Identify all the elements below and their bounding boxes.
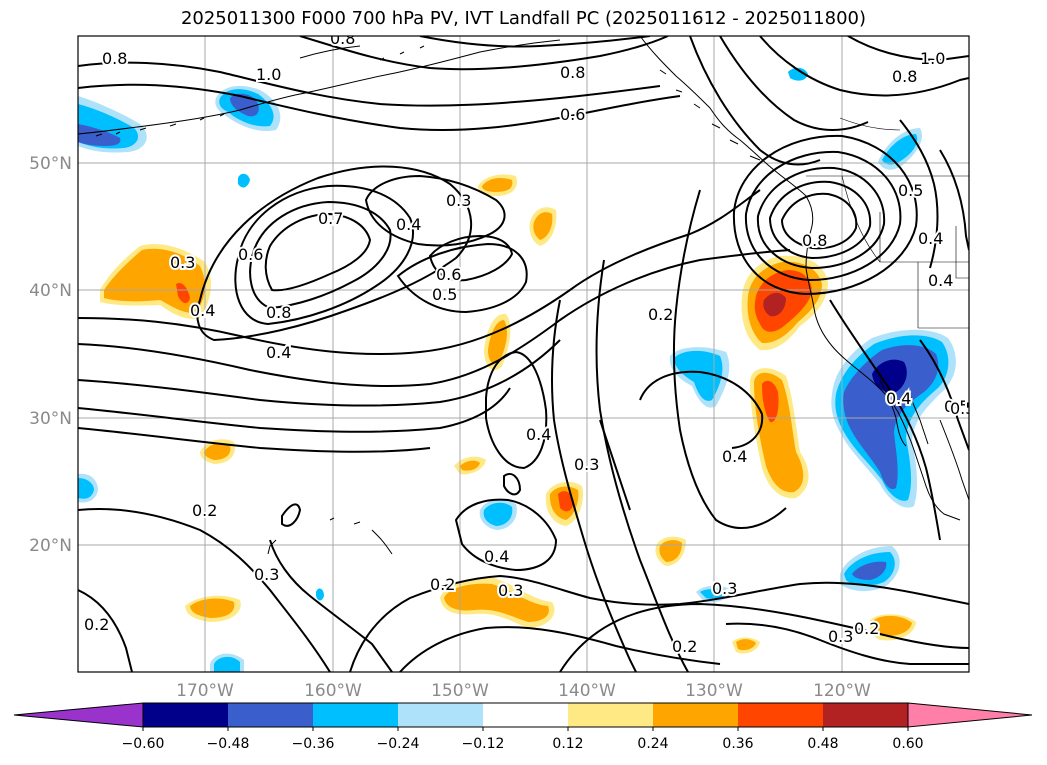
map-frame xyxy=(77,35,970,673)
contour-label: 0.3 xyxy=(828,627,853,646)
contour-label: 0.4 xyxy=(484,547,509,566)
contour-label: 0.4 xyxy=(266,343,291,362)
gridlines xyxy=(78,36,969,672)
contour-label: 0.8 xyxy=(266,303,291,322)
colorbar-segment xyxy=(738,703,823,727)
contour-label: 0.3 xyxy=(712,579,737,598)
contour-label: 0.3 xyxy=(170,253,195,272)
lat-label: 30°N xyxy=(29,409,72,429)
contour-label: 0.8 xyxy=(560,63,585,82)
lat-label: 50°N xyxy=(29,154,72,174)
contour-label: 0.2 xyxy=(192,501,217,520)
contour-label: 0.8 xyxy=(102,49,127,68)
contour-label: 0.3 xyxy=(254,565,279,584)
lon-label: 160°W xyxy=(304,681,362,701)
contour-label: 0.3 xyxy=(446,191,471,210)
colorbar-segment xyxy=(823,703,908,727)
contour-label: 0.5 xyxy=(950,399,975,418)
colorbar-extend-min xyxy=(13,702,144,728)
contour-label: 0.4 xyxy=(722,447,747,466)
contour-label: 0.2 xyxy=(84,615,109,634)
colorbar-tick-label: 0.12 xyxy=(552,736,583,752)
colorbar-segment xyxy=(653,703,738,727)
colorbar-segment xyxy=(228,703,313,727)
contour-label: 0.8 xyxy=(330,29,355,48)
contour-label: 0.3 xyxy=(498,581,523,600)
colorbar-tick-label: 0.60 xyxy=(892,736,923,752)
contour-label: 1.0 xyxy=(920,49,945,68)
contour-label: 0.7 xyxy=(318,209,343,228)
contour-label: 0.5 xyxy=(432,285,457,304)
colorbar-segment xyxy=(483,703,568,727)
contour-label: 0.6 xyxy=(238,245,263,264)
colorbar-segment xyxy=(143,703,228,727)
colorbar-frame xyxy=(142,702,909,728)
contour-label: 0.4 xyxy=(886,389,911,408)
contour-label: 0.4 xyxy=(190,301,215,320)
lon-label: 120°W xyxy=(813,681,871,701)
contour-label: 0.4 xyxy=(918,229,943,248)
contour-label: 0.4 xyxy=(928,271,953,290)
contour-label: 0.8 xyxy=(802,231,827,250)
pv-contours xyxy=(78,36,969,672)
colorbar: −0.60 −0.48 −0.36 −0.24 −0.12 0.12 0.24 0.36 0.4… xyxy=(13,702,1033,752)
contour-label: 0.2 xyxy=(672,637,697,656)
contour-label: 0.4 xyxy=(526,425,551,444)
lon-label: 170°W xyxy=(176,681,234,701)
colorbar-tick-label: −0.48 xyxy=(207,736,250,752)
contour-label: 0.2 xyxy=(648,305,673,324)
contour-label: 0.6 xyxy=(560,105,585,124)
lon-label: 130°W xyxy=(685,681,743,701)
colorbar-tick-label: −0.36 xyxy=(292,736,335,752)
lon-label: 150°W xyxy=(431,681,489,701)
colorbar-tick-label: 0.36 xyxy=(722,736,753,752)
contour-label: 0.3 xyxy=(574,455,599,474)
map-title: 2025011300 F000 700 hPa PV, IVT Landfall… xyxy=(180,8,867,29)
colorbar-extend-max xyxy=(907,702,1033,728)
contour-label: 0.2 xyxy=(430,575,455,594)
colorbar-tick-label: −0.60 xyxy=(122,736,165,752)
contour-label: 0.8 xyxy=(892,67,917,86)
colorbar-tick-label: −0.24 xyxy=(377,736,420,752)
contour-label: 0.4 xyxy=(396,215,421,234)
colorbar-segment xyxy=(313,703,398,727)
contour-label: 0.6 xyxy=(436,265,461,284)
colorbar-segment xyxy=(568,703,653,727)
lon-label: 140°W xyxy=(558,681,616,701)
contour-label: 0.2 xyxy=(854,619,879,638)
colorbar-segment xyxy=(398,703,483,727)
axis-labels: 50°N 40°N 30°N 20°N 170°W 160°W 150°W 14… xyxy=(29,154,871,701)
contour-label: 1.0 xyxy=(256,65,281,84)
colorbar-tick-label: 0.24 xyxy=(637,736,668,752)
plot-area: 0.8 0.8 1.0 0.8 0.6 0.8 1.0 0.3 0.4 0.7 … xyxy=(78,29,975,672)
contour-labels: 0.8 0.8 1.0 0.8 0.6 0.8 1.0 0.3 0.4 0.7 … xyxy=(82,29,975,658)
lat-label: 40°N xyxy=(29,281,72,301)
lat-label: 20°N xyxy=(29,536,72,556)
colorbar-tick-label: 0.48 xyxy=(807,736,838,752)
colorbar-tick-label: −0.12 xyxy=(462,736,505,752)
contour-label: 0.5 xyxy=(944,397,969,416)
contour-label: 0.5 xyxy=(898,181,923,200)
